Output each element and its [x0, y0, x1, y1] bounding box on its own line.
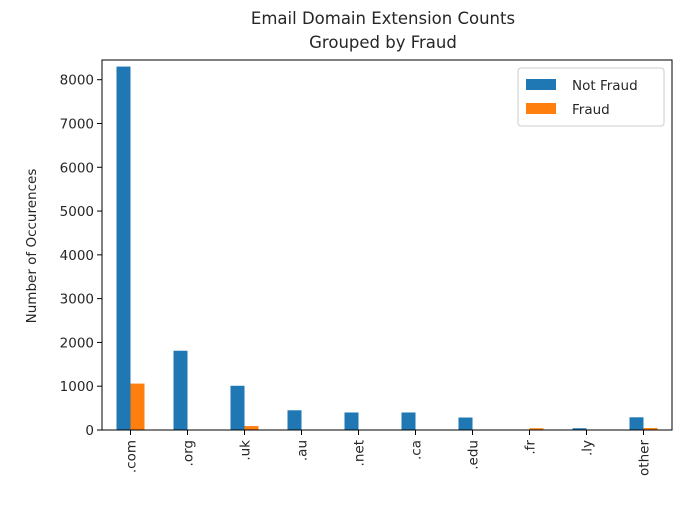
chart-subtitle: Grouped by Fraud	[309, 33, 457, 52]
bar-fraud-2	[244, 426, 259, 430]
y-tick-label-4: 4000	[60, 248, 94, 264]
y-tick-label-1: 1000	[60, 379, 94, 395]
bar-not-fraud-4	[344, 412, 359, 430]
bar-not-fraud-8	[572, 428, 587, 430]
y-axis-ticks: 0 1000 2000 3000 4000 5000 6000 7000 8000	[60, 73, 102, 439]
legend: Not Fraud Fraud	[517, 67, 665, 127]
y-tick-label-6: 6000	[60, 160, 94, 176]
bar-fraud-9	[643, 428, 658, 430]
legend-swatch-1	[526, 103, 556, 114]
x-tick-label-0: .com	[124, 440, 140, 473]
y-axis-label: Number of Occurences	[24, 169, 40, 324]
legend-label-1: Fraud	[572, 102, 610, 118]
y-tick-label-2: 2000	[60, 335, 94, 351]
x-tick-label-1: .org	[181, 440, 197, 466]
bar-not-fraud-2	[230, 385, 245, 430]
x-tick-label-6: .edu	[466, 440, 482, 470]
bar-not-fraud-6	[458, 417, 473, 430]
bar-not-fraud-0	[116, 66, 131, 430]
bar-not-fraud-5	[401, 412, 416, 430]
bar-not-fraud-3	[287, 410, 302, 430]
x-tick-label-3: .au	[295, 440, 311, 461]
bar-not-fraud-9	[629, 417, 644, 430]
x-tick-label-7: .fr	[523, 440, 539, 455]
y-tick-label-0: 0	[85, 423, 94, 439]
bar-fraud-0	[130, 383, 145, 430]
plot-frame	[101, 59, 673, 431]
y-tick-label-8: 8000	[60, 73, 94, 89]
x-tick-label-8: .ly	[580, 440, 596, 456]
y-tick-label-7: 7000	[60, 116, 94, 132]
y-tick-label-3: 3000	[60, 292, 94, 308]
legend-label-0: Not Fraud	[572, 78, 638, 94]
y-tick-label-5: 5000	[60, 204, 94, 220]
bar-fraud-7	[529, 428, 544, 430]
chart-title: Email Domain Extension Counts	[251, 9, 515, 28]
bars-group	[116, 66, 658, 430]
bar-not-fraud-1	[173, 350, 188, 430]
legend-swatch-0	[526, 79, 556, 90]
x-axis-ticks: .com .org .uk .au .net .ca .edu .fr .ly other	[124, 430, 653, 476]
x-tick-label-5: .ca	[409, 440, 425, 460]
x-tick-label-9: other	[637, 440, 653, 476]
x-tick-label-4: .net	[352, 440, 368, 466]
x-tick-label-2: .uk	[238, 440, 254, 461]
